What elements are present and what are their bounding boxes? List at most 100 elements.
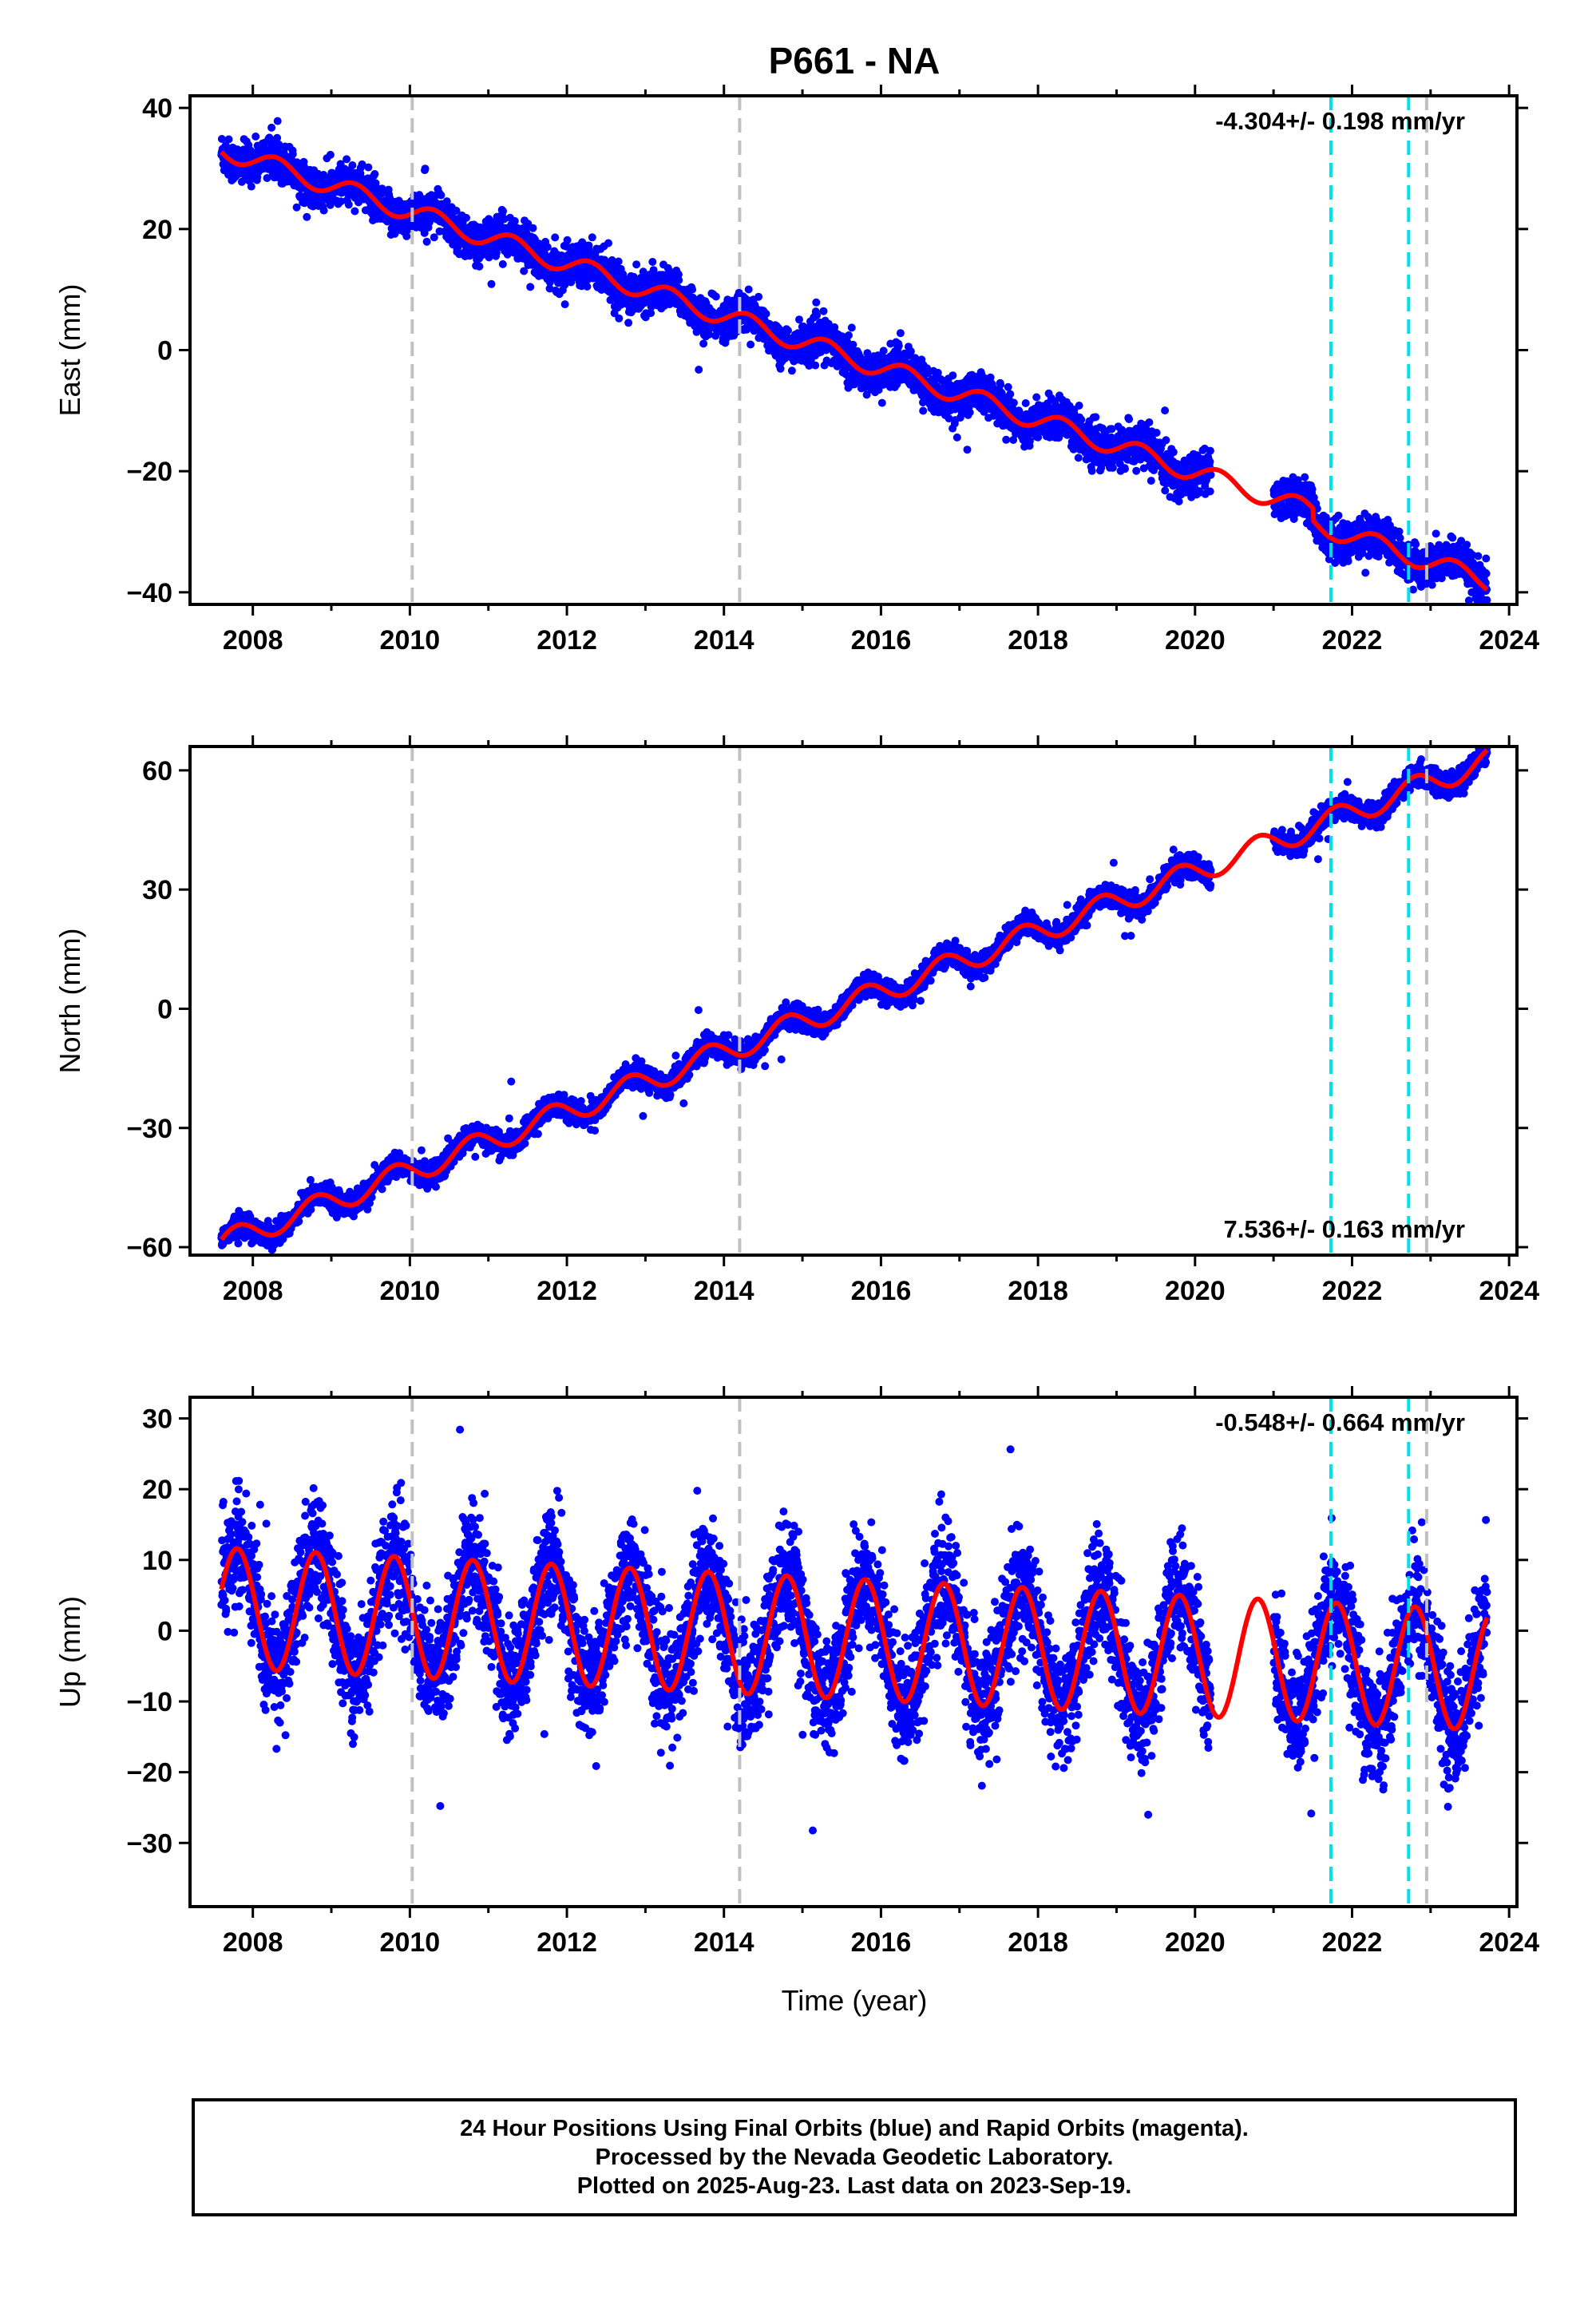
data-point xyxy=(492,248,501,257)
data-point xyxy=(747,340,755,349)
data-point xyxy=(292,203,301,212)
data-point xyxy=(711,292,720,301)
data-point xyxy=(945,414,953,423)
data-point xyxy=(1009,436,1018,444)
data-point xyxy=(1174,497,1183,505)
data-point xyxy=(263,174,271,182)
data-point xyxy=(1009,398,1018,407)
data-point xyxy=(629,272,638,281)
data-point xyxy=(526,283,535,291)
data-point xyxy=(217,135,226,143)
data-point xyxy=(336,197,345,206)
data-point xyxy=(776,364,785,373)
data-point xyxy=(386,193,394,202)
data-point xyxy=(1334,511,1343,520)
data-point xyxy=(462,213,470,222)
data-point xyxy=(919,406,928,415)
data-point xyxy=(1006,390,1015,398)
data-point xyxy=(288,150,297,158)
data-point xyxy=(364,163,373,172)
data-point xyxy=(1087,466,1096,475)
data-point xyxy=(452,207,461,215)
data-point xyxy=(319,206,328,215)
data-point xyxy=(1206,446,1214,455)
data-point xyxy=(647,309,655,318)
data-point xyxy=(695,366,703,374)
data-point xyxy=(674,270,683,279)
data-point xyxy=(421,164,430,173)
data-point xyxy=(543,243,552,252)
data-point xyxy=(1032,393,1041,402)
data-point xyxy=(805,362,814,370)
data-point xyxy=(1145,418,1154,426)
data-point xyxy=(948,371,957,380)
data-point xyxy=(267,123,276,132)
data-point xyxy=(795,315,803,324)
data-point xyxy=(624,319,633,327)
data-point xyxy=(1206,457,1214,466)
data-point xyxy=(1004,382,1012,391)
data-point xyxy=(370,170,379,178)
data-point xyxy=(485,253,493,262)
data-point xyxy=(952,433,961,442)
data-point xyxy=(963,446,972,454)
data-point xyxy=(510,216,519,225)
data-point xyxy=(1108,463,1117,472)
data-point xyxy=(632,260,641,269)
panel-east: 2008 2010 2012 2014 2016 2018 2020 2022 2024−40−… xyxy=(53,85,1539,655)
data-point xyxy=(563,236,572,244)
data-point xyxy=(430,233,438,242)
figure-title: P661 - NA xyxy=(769,40,941,81)
data-point xyxy=(358,160,366,168)
data-point xyxy=(846,374,855,382)
data-point xyxy=(894,342,903,351)
data-point xyxy=(442,197,451,206)
data-point xyxy=(675,276,683,284)
data-point xyxy=(371,179,380,188)
data-point xyxy=(1077,415,1086,424)
data-point xyxy=(475,262,484,271)
data-point xyxy=(1206,487,1214,496)
data-point xyxy=(1344,556,1352,565)
data-point xyxy=(762,310,770,318)
data-point xyxy=(699,339,708,348)
data-point xyxy=(437,191,446,200)
data-point xyxy=(648,258,657,266)
data-point xyxy=(1075,402,1083,410)
data-point xyxy=(503,250,512,259)
data-point xyxy=(1162,436,1170,445)
data-point xyxy=(1091,413,1100,422)
data-point xyxy=(487,279,496,288)
data-point xyxy=(1002,435,1011,444)
data-point xyxy=(919,398,927,406)
data-point xyxy=(933,368,942,377)
data-point xyxy=(224,135,233,144)
data-point xyxy=(1132,466,1141,475)
data-point xyxy=(819,307,828,315)
data-point xyxy=(847,323,856,332)
data-point xyxy=(1308,485,1317,493)
data-point xyxy=(247,182,255,191)
data-point xyxy=(1147,477,1155,485)
data-point xyxy=(1034,433,1043,442)
data-point xyxy=(1169,448,1178,457)
data-point xyxy=(422,237,431,246)
data-point xyxy=(879,347,888,355)
data-point xyxy=(896,329,905,338)
data-point xyxy=(813,311,822,319)
data-point xyxy=(1161,406,1170,415)
data-point xyxy=(688,285,697,294)
data-point xyxy=(326,200,335,209)
data-point xyxy=(343,155,351,164)
data-point xyxy=(584,241,593,250)
data-point xyxy=(303,212,311,221)
data-point xyxy=(845,331,853,339)
data-point xyxy=(906,347,915,356)
data-point xyxy=(615,314,624,323)
data-point xyxy=(498,259,507,268)
data-point xyxy=(551,233,560,242)
data-point xyxy=(604,239,612,248)
data-point xyxy=(588,233,596,242)
data-point xyxy=(1074,453,1083,462)
